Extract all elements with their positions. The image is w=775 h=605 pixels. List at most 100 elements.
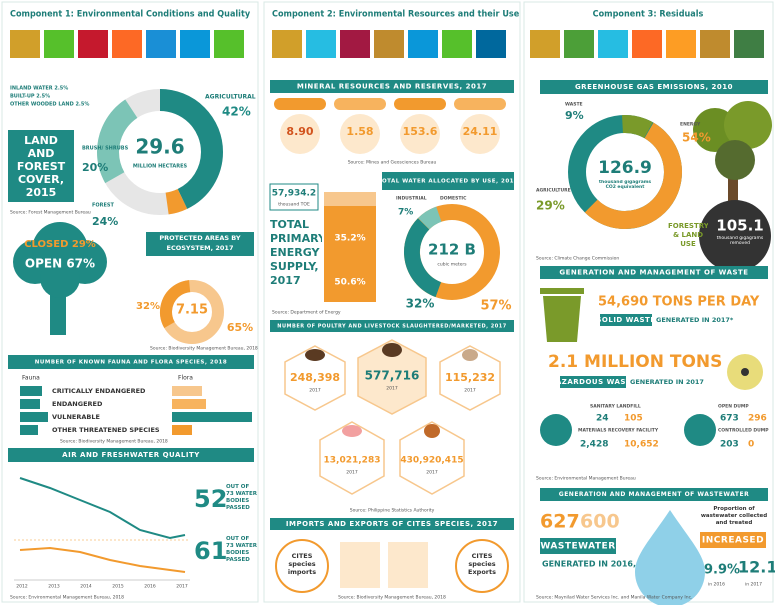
x-label: 2017 [176,584,188,590]
ghg-total: 126.9 [598,158,652,178]
facility-value: 0 [748,440,754,450]
wastewater-pct: 12.1% [738,558,775,577]
facility-value: 673 [720,414,739,424]
section-title: MINERAL RESOURCES AND RESERVES, 2017 [297,83,487,91]
land-title-box [8,130,74,202]
solid-waste-gen: GENERATED IN 2017* [656,316,734,324]
cites-imports: CITES species imports [287,552,317,576]
mineral-badges [274,98,506,154]
x-label: 2016 [144,584,156,590]
haz-waste-gen: GENERATED IN 2017 [630,378,704,386]
source: Source: Department of Energy [272,310,341,316]
source: Source: Philippine Statistics Authority [350,508,435,514]
water-label: INDUSTRIAL [396,196,427,202]
removal-unit-wrap: thousand gigagrams removed [716,236,764,246]
facility-value: 296 [748,414,767,424]
source: Source: Environmental Management Bureau,… [10,595,124,601]
ghg-label: AGRICULTURE [536,188,571,194]
passed-text: OUT OF 73 WATER BODIES PASSED [226,536,257,563]
ghg-label: WASTE [565,102,583,108]
water-drop [635,510,705,605]
facility-value: 105 [624,414,643,424]
passed-text-wrap: OUT OF 73 WATER BODIES PASSED [226,536,257,563]
energy-pct: 35.2% [334,234,365,244]
livestock-year: 2017 [346,470,358,476]
facility-value: 2,428 [580,440,608,450]
mineral-value: 8.90 [286,125,313,138]
wastewater-value: 627 [540,511,580,533]
energy-title-wrap: TOTAL PRIMARY ENERGY SUPPLY, 2017 [270,218,322,287]
facility-value: 10,652 [624,440,659,450]
water-total: 212 B [428,241,476,259]
x-label: 2015 [112,584,124,590]
livestock-value: 248,398 [290,371,340,384]
ghg-pct: 54% [682,131,711,145]
passed-text-wrap: OUT OF 73 WATER BODIES PASSED [226,484,257,511]
livestock-year: 2017 [426,470,438,476]
land-title: LAND AND FOREST COVER, 2015 [16,134,66,199]
section-bar [270,320,514,332]
species-row: OTHER THREATENED SPECIES [52,426,160,434]
energy-unit: thousand TOE [278,202,310,208]
air-chart [14,477,190,581]
water-pct: 32% [406,297,435,311]
wastewater-year: in 2017 [745,582,762,588]
source: Source: Biodiversity Management Bureau, … [338,595,446,601]
label-box [540,538,616,554]
water-label: DOMESTIC [440,196,467,202]
facility-label: MATERIALS RECOVERY FACILITY [578,428,659,434]
livestock-value: 577,716 [365,369,420,383]
forest-closed: CLOSED 29% [24,239,96,250]
section-title: GREENHOUSE GAS EMISSIONS, 2010 [575,83,733,91]
passed-count: 52 [194,485,227,513]
protected-title-box [146,232,254,256]
land-pct: 20% [82,161,108,174]
cites-exports: CITES species Exports [468,552,496,576]
land-total: 29.6 [135,135,184,159]
tree [693,101,772,230]
haz-waste-amount: 2.1 MILLION TONS [548,352,722,372]
increased-label: INCREASED [702,536,764,546]
passed-count: 61 [194,537,227,565]
livestock-year: 2017 [464,388,476,394]
cites-icons [275,539,509,593]
protected-pct: 32% [136,301,160,312]
source: Source: Maynilad Water Services Inc. and… [536,595,693,601]
section-bar [270,518,514,530]
species-row: CRITICALLY ENDANGERED [52,387,146,395]
forestry-label: FORESTRY & LAND USE [668,222,708,248]
species-row: ENDANGERED [52,400,103,408]
water-unit: cubic meters [437,262,467,268]
land-label: BUILT-UP 2.5% [10,94,50,100]
water-pct: 7% [398,208,413,218]
ghg-donut [568,115,682,229]
section-bar [8,355,254,369]
section-bar [270,80,514,93]
source: Source: Biodiversity Management Bureau, … [60,439,168,445]
facility-label: CONTROLLED DUMP [718,428,769,434]
solid-waste-label: SOLID WASTE [596,316,655,324]
protected-pct: 65% [227,321,253,334]
passed-text: OUT OF 73 WATER BODIES PASSED [226,484,257,511]
label-box [600,314,652,326]
section-title: NUMBER OF KNOWN FAUNA AND FLORA SPECIES,… [35,360,227,366]
section-title: IMPORTS AND EXPORTS OF CITES SPECIES, 20… [286,520,498,528]
label-box [700,532,766,548]
energy-title: TOTAL PRIMARY ENERGY SUPPLY, 2017 [270,218,322,287]
species-row: VULNERABLE [52,413,100,421]
wastewater-gen: GENERATED IN 2016, 2017 [542,560,661,569]
protected-title-wrap: PROTECTED AREAS BY ECOSYSTEM, 2017 [159,234,240,252]
source: Source: Climate Change Commission [536,256,619,262]
land-title-wrap: LAND AND FOREST COVER, 2015 [16,134,66,199]
wastewater-year: in 2016 [708,582,725,588]
prop-text: Proportion of wastewater collected and t… [700,506,768,526]
source: Source: Forest Management Bureau [10,210,91,216]
ghg-unit-wrap: thousand gigagrams CO2 equivalent [598,180,652,190]
removal-unit: thousand gigagrams removed [716,236,764,246]
species-header: Fauna [22,375,40,382]
land-label: AGRICULTURAL [205,94,256,101]
x-label: 2013 [48,584,60,590]
ghg-unit: thousand gigagrams CO2 equivalent [598,180,652,190]
removal-circle [699,200,771,272]
water-title: TOTAL WATER ALLOCATED BY USE, 2017 [378,179,519,185]
